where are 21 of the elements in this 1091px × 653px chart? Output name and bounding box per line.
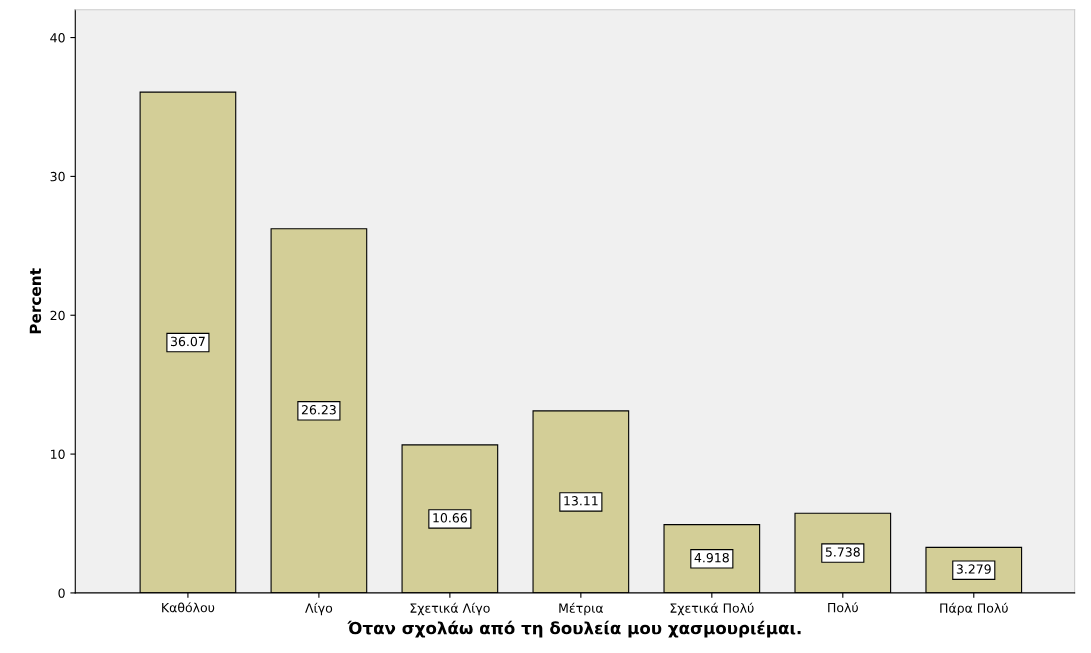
x-tick-label: Πολύ [828,602,858,613]
data-label: 36.07 [170,336,205,347]
y-tick-label: 40 [50,33,65,43]
x-tick-label: Μέτρια [559,602,603,616]
x-tick-label: Πάρα Πολύ [940,602,1008,616]
x-tick-label: Καθόλου [162,602,215,613]
data-label: 4.918 [694,552,729,563]
y-tick-label: 20 [50,310,65,321]
x-tick-label: Σχετικά Λίγο [410,602,490,616]
y-tick-label: 10 [51,449,65,460]
x-tick-label: Σχετικά Πολύ [670,602,754,616]
data-label: 26.23 [301,405,336,415]
y-tick-label: 0 [58,588,65,598]
y-tick-label: 30 [50,171,65,182]
data-label: 10.66 [433,513,467,523]
x-tick-label: Λίγο [305,602,333,616]
y-axis-title: Percent [29,268,42,334]
data-label: 13.11 [564,496,598,506]
x-axis-title: Όταν σχολάω από τη δουλεία μου χασμουριέμαι. [347,620,801,638]
data-label: 5.738 [825,547,860,557]
data-label: 3.279 [956,564,991,574]
